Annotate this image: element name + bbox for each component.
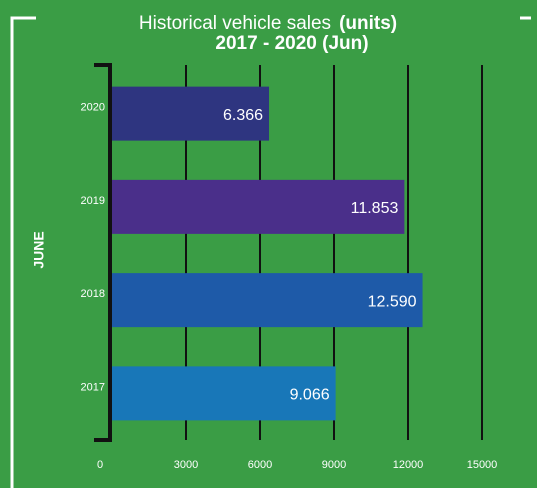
value-label: 12.590 [368, 293, 417, 310]
value-label: 6.366 [223, 107, 263, 124]
bar [112, 366, 336, 421]
chart-subtitle: 2017 - 2020 (Jun) [215, 33, 368, 54]
x-tick-label: 12000 [393, 459, 424, 471]
title-text: Historical vehicle sales [139, 13, 331, 34]
x-tick-label: 0 [97, 459, 103, 471]
value-label: 9.066 [290, 387, 330, 404]
bar [112, 86, 270, 141]
x-tick-label: 6000 [248, 459, 272, 471]
y-tick-label: 2020 [81, 102, 105, 114]
y-tick-label: 2017 [81, 381, 105, 393]
x-tick-label: 9000 [322, 459, 346, 471]
y-axis-label: JUNE [31, 231, 47, 268]
bar [112, 273, 423, 328]
frame-corner [10, 16, 36, 488]
title-unit: (units) [339, 13, 397, 34]
y-tick-label: 2019 [81, 195, 105, 207]
x-tick-label: 3000 [174, 459, 198, 471]
value-label: 11.853 [351, 200, 399, 217]
chart-title: Historical vehicle sales (units) [139, 13, 397, 34]
y-tick-label: 2018 [81, 288, 105, 300]
x-tick-label: 15000 [467, 459, 498, 471]
bar [112, 179, 405, 234]
axis-bracket [94, 63, 112, 442]
